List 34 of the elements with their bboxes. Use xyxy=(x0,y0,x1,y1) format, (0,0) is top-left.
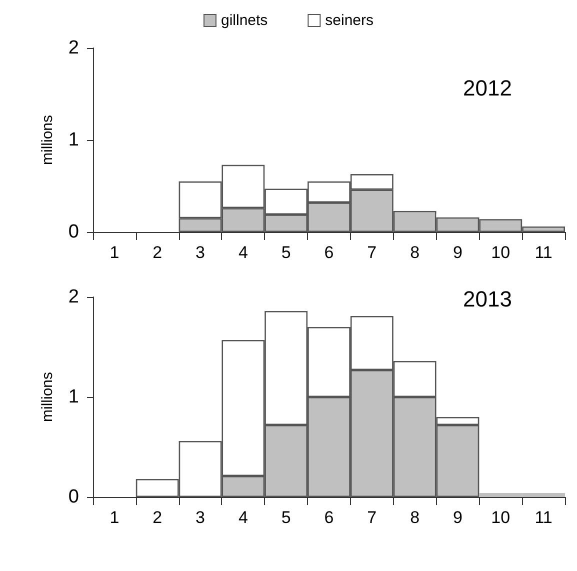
x-tick-label: 6 xyxy=(324,243,334,262)
x-tick-label: 1 xyxy=(110,243,120,262)
x-tick-label: 8 xyxy=(410,508,420,527)
x-tick-label: 11 xyxy=(534,243,552,262)
y-tick-label: 2 xyxy=(68,286,79,308)
y-tick-label: 0 xyxy=(68,486,79,508)
x-tick-label: 6 xyxy=(324,508,334,527)
y-axis-title: millions xyxy=(39,372,56,422)
x-tick-label: 11 xyxy=(534,508,552,527)
text: 2012 xyxy=(463,76,512,100)
x-tick-label: 5 xyxy=(281,243,291,262)
y-tick-label: 2 xyxy=(68,38,79,58)
x-tick-label: 3 xyxy=(196,508,206,527)
x-tick-label: 3 xyxy=(196,243,206,262)
x-tick-label: 10 xyxy=(491,243,510,262)
chart-title: 2013 xyxy=(463,286,512,312)
x-tick-label: 10 xyxy=(491,508,510,527)
x-tick-label: 4 xyxy=(238,508,248,527)
x-tick-label: 7 xyxy=(367,508,377,527)
y-tick-label: 1 xyxy=(68,130,79,150)
x-tick-label: 2 xyxy=(152,243,162,262)
x-tick-label: 8 xyxy=(410,243,420,262)
y-tick-label: 1 xyxy=(68,386,79,408)
x-tick-label: 4 xyxy=(238,243,248,262)
x-tick-label: 7 xyxy=(367,243,377,262)
x-tick-label: 5 xyxy=(281,508,291,527)
y-tick-label: 0 xyxy=(68,222,79,242)
x-tick-label: 1 xyxy=(110,508,120,527)
legend-label: gillnets xyxy=(220,12,268,29)
x-tick-label: 2 xyxy=(152,508,162,527)
x-tick-label: 9 xyxy=(452,243,462,262)
y-axis-title: millions xyxy=(39,114,56,166)
x-tick-label: 9 xyxy=(452,508,462,527)
legend-label: seiners xyxy=(325,12,374,29)
